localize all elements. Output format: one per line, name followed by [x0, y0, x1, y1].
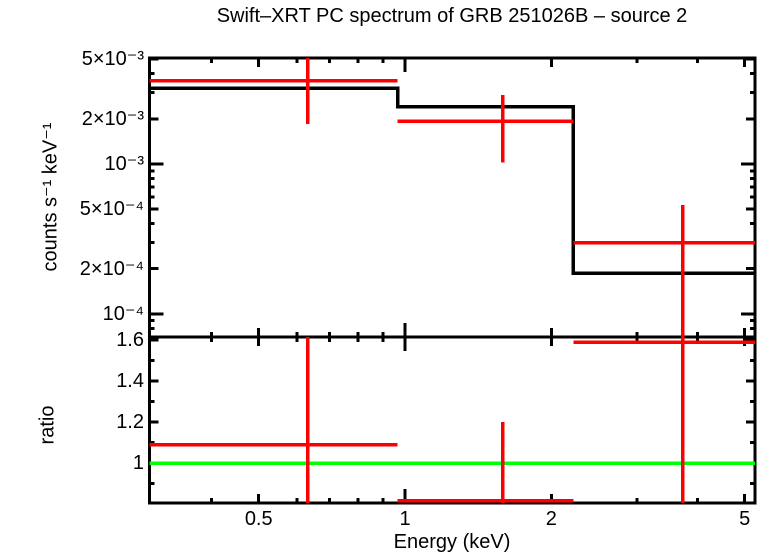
- spectrum-panel-frame: [148, 56, 757, 339]
- ratio-panel-frame: [148, 335, 757, 505]
- x-tick-label: 1: [399, 508, 411, 530]
- x-tick-label: 5: [739, 508, 751, 530]
- x-tick-label: 0.5: [244, 508, 273, 530]
- x-tick-label: 2: [545, 508, 557, 530]
- spectrum-y-tick-label: 2×10⁻⁴: [79, 257, 144, 280]
- chart-title: Swift–XRT PC spectrum of GRB 251026B – s…: [216, 5, 688, 27]
- x-axis-label: Energy (keV): [393, 531, 511, 553]
- model-step-line: [149, 86, 755, 275]
- ratio-y-axis-label: ratio: [36, 405, 59, 445]
- spectrum-y-axis-label: counts s⁻¹ keV⁻¹: [39, 122, 62, 272]
- ratio-y-tick-label: 1.6: [116, 329, 144, 352]
- spectrum-y-tick-label: 5×10⁻³: [81, 48, 144, 71]
- ratio-y-tick-label: 1.2: [116, 411, 144, 434]
- spectrum-y-tick-label: 5×10⁻⁴: [79, 198, 144, 221]
- spectrum-y-tick-label: 10⁻⁴: [102, 302, 144, 325]
- ratio-y-tick-label: 1: [132, 452, 144, 475]
- ratio-y-tick-label: 1.4: [116, 370, 144, 393]
- spectrum-y-tick-label: 10⁻³: [104, 152, 144, 175]
- spectrum-y-tick-label: 2×10⁻³: [81, 107, 144, 130]
